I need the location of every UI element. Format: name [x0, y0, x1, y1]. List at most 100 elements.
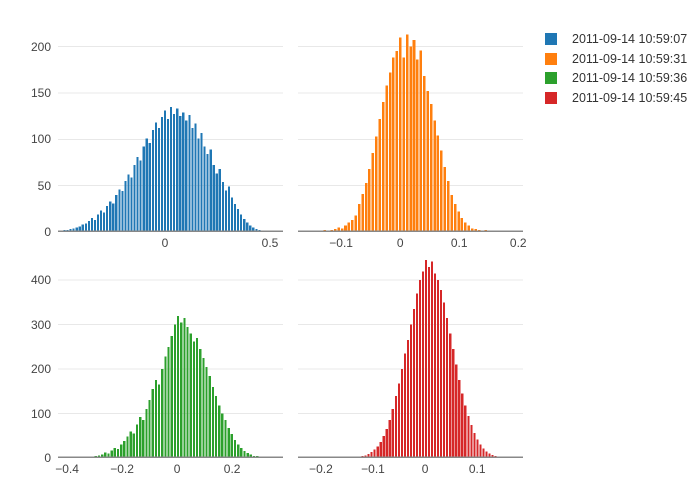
histogram-bar[interactable] [409, 46, 412, 232]
histogram-bar[interactable] [188, 115, 191, 232]
histogram-bar[interactable] [237, 208, 240, 232]
histogram-bar[interactable] [431, 261, 434, 458]
histogram-bar[interactable] [115, 194, 118, 232]
histogram-bar[interactable] [424, 260, 428, 458]
histogram-bar[interactable] [84, 223, 87, 232]
histogram-bar[interactable] [233, 440, 237, 458]
histogram-bar[interactable] [157, 384, 161, 458]
histogram-bar[interactable] [406, 340, 409, 458]
histogram-bar[interactable] [403, 353, 406, 458]
histogram-bar[interactable] [176, 315, 180, 458]
histogram-bar[interactable] [123, 441, 126, 458]
histogram-bar[interactable] [145, 409, 148, 458]
histogram-bar[interactable] [203, 146, 206, 232]
histogram-bar[interactable] [192, 341, 196, 458]
histogram-bar[interactable] [436, 135, 440, 232]
histogram-bar[interactable] [460, 218, 464, 232]
histogram-bar[interactable] [133, 165, 136, 232]
subplot-top-right-histogram[interactable] [298, 28, 523, 233]
histogram-bar[interactable] [200, 132, 203, 232]
histogram-bar[interactable] [205, 366, 208, 458]
histogram-bar[interactable] [391, 409, 394, 458]
histogram-bar[interactable] [164, 356, 167, 458]
histogram-bar[interactable] [78, 226, 81, 232]
subplot-top-left-histogram[interactable] [58, 28, 283, 232]
histogram-bar[interactable] [385, 429, 388, 458]
histogram-bar[interactable] [421, 271, 425, 458]
histogram-bar[interactable] [443, 302, 446, 458]
histogram-bar[interactable] [211, 386, 215, 458]
histogram-bar[interactable] [470, 425, 473, 458]
histogram-bar[interactable] [453, 204, 457, 232]
histogram-bar[interactable] [405, 34, 409, 233]
histogram-bar[interactable] [142, 146, 145, 232]
histogram-bar[interactable] [357, 204, 361, 232]
histogram-bar[interactable] [240, 214, 243, 232]
histogram-bar[interactable] [418, 280, 422, 458]
legend-swatch-icon[interactable] [545, 72, 557, 84]
histogram-bar[interactable] [126, 436, 129, 458]
histogram-bar[interactable] [224, 420, 227, 458]
histogram-bar[interactable] [151, 389, 154, 458]
histogram-bar[interactable] [186, 326, 189, 458]
histogram-bar[interactable] [81, 224, 84, 232]
legend-item[interactable]: 2011-09-14 10:59:31 [545, 52, 687, 65]
histogram-bar[interactable] [437, 280, 440, 458]
histogram-bar[interactable] [458, 380, 461, 458]
histogram-bar[interactable] [218, 168, 221, 232]
histogram-bar[interactable] [106, 206, 109, 232]
histogram-bar[interactable] [107, 453, 110, 458]
histogram-bar[interactable] [375, 136, 378, 232]
histogram-bar[interactable] [457, 211, 460, 232]
histogram-bar[interactable] [215, 173, 218, 232]
histogram-bar[interactable] [109, 201, 112, 232]
histogram-bar[interactable] [90, 218, 93, 232]
histogram-bar[interactable] [120, 444, 123, 458]
histogram-bar[interactable] [112, 203, 115, 232]
histogram-bar[interactable] [183, 318, 186, 458]
histogram-bar[interactable] [170, 335, 173, 458]
histogram-bar[interactable] [416, 59, 419, 232]
histogram-bar[interactable] [479, 444, 482, 458]
histogram-bar[interactable] [160, 117, 164, 232]
legend-swatch-icon[interactable] [545, 52, 557, 65]
legend-swatch-icon[interactable] [545, 91, 557, 104]
histogram-bar[interactable] [381, 102, 385, 233]
histogram-bar[interactable] [467, 225, 471, 232]
histogram-bar[interactable] [170, 106, 173, 232]
subplot-bottom-right-histogram[interactable] [298, 258, 523, 458]
histogram-bar[interactable] [154, 122, 157, 232]
histogram-bar[interactable] [206, 154, 209, 232]
histogram-bar[interactable] [443, 167, 447, 232]
histogram-bar[interactable] [434, 273, 437, 458]
histogram-bar[interactable] [127, 174, 130, 232]
histogram-bar[interactable] [110, 450, 113, 458]
histogram-bar[interactable] [240, 448, 243, 458]
histogram-bar[interactable] [227, 186, 231, 232]
histogram-bar[interactable] [382, 435, 385, 458]
histogram-bar[interactable] [167, 346, 170, 458]
histogram-bar[interactable] [485, 451, 488, 458]
histogram-bar[interactable] [121, 191, 124, 232]
histogram-bar[interactable] [118, 189, 121, 232]
histogram-bar[interactable] [197, 138, 200, 232]
histogram-bar[interactable] [218, 405, 221, 458]
histogram-bar[interactable] [136, 156, 139, 232]
histogram-bar[interactable] [237, 444, 240, 458]
histogram-bar[interactable] [337, 227, 340, 232]
histogram-bar[interactable] [378, 118, 382, 232]
histogram-bar[interactable] [452, 349, 455, 458]
histogram-bar[interactable] [96, 214, 100, 232]
histogram-bar[interactable] [476, 439, 479, 458]
histogram-bar[interactable] [129, 431, 132, 458]
histogram-bar[interactable] [361, 193, 364, 232]
histogram-bar[interactable] [233, 204, 237, 232]
histogram-bar[interactable] [209, 149, 212, 232]
histogram-bar[interactable] [194, 123, 197, 232]
histogram-bar[interactable] [347, 222, 351, 232]
histogram-bar[interactable] [429, 104, 433, 232]
histogram-bar[interactable] [166, 118, 170, 232]
histogram-bar[interactable] [402, 57, 405, 232]
subplot-bottom-left-histogram[interactable] [58, 258, 283, 458]
histogram-bar[interactable] [249, 225, 252, 232]
